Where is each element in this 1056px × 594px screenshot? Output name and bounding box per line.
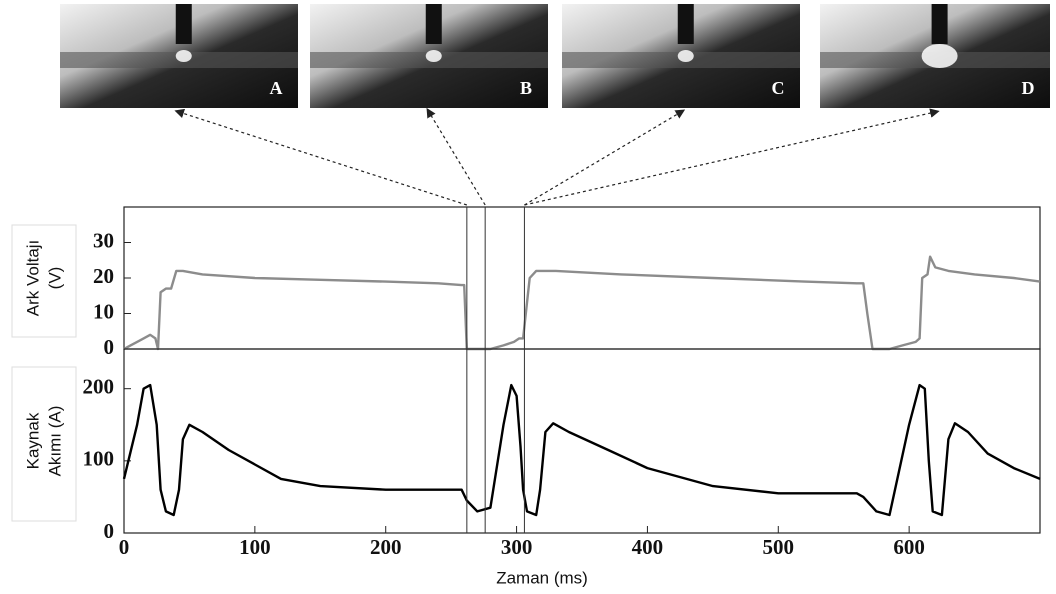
photo: B — [310, 4, 548, 108]
photo: A — [60, 4, 298, 108]
pointer-arrow — [524, 109, 686, 206]
y-axis-label: (V) — [45, 267, 64, 290]
y-axis-label: Ark Voltajı — [23, 240, 42, 317]
x-tick-label: 300 — [501, 535, 533, 559]
y-tick-label: 20 — [93, 264, 114, 288]
photo: C — [562, 4, 800, 108]
arc-glow — [921, 44, 958, 68]
arc-glow — [425, 50, 442, 62]
y-tick-label: 100 — [83, 447, 115, 471]
x-axis-label: Zaman (ms) — [496, 568, 588, 587]
photo-label: A — [270, 78, 283, 98]
x-tick-label: 200 — [370, 535, 402, 559]
ylabel-box — [11, 224, 77, 338]
y-tick-label: 30 — [93, 228, 114, 252]
x-tick-label: 0 — [119, 535, 130, 559]
x-tick-label: 100 — [239, 535, 271, 559]
data-line — [123, 255, 1041, 351]
data-line — [122, 383, 1041, 517]
ylabel-box — [11, 366, 77, 522]
x-tick-label: 600 — [893, 535, 925, 559]
y-axis-label: Kaynak — [23, 412, 42, 469]
photo-label: C — [772, 78, 785, 98]
y-tick-label: 10 — [93, 299, 114, 323]
photo: D — [820, 4, 1050, 108]
arc-glow — [677, 50, 694, 62]
y-tick-label: 0 — [104, 335, 115, 359]
electrode — [175, 4, 192, 44]
pointer-arrow — [426, 107, 486, 206]
y-tick-label: 0 — [104, 519, 115, 543]
photo-label: D — [1022, 78, 1035, 98]
plot-frame — [123, 348, 1041, 534]
electrode — [931, 4, 948, 44]
pointer-arrow — [174, 108, 468, 206]
pointer-arrow — [524, 108, 940, 206]
electrode — [677, 4, 694, 44]
photo-label: B — [520, 78, 532, 98]
x-tick-label: 400 — [632, 535, 664, 559]
y-tick-label: 200 — [83, 374, 115, 398]
y-axis-label: Akımı (A) — [45, 406, 64, 477]
x-tick-label: 500 — [763, 535, 795, 559]
arc-glow — [175, 50, 192, 62]
electrode — [425, 4, 442, 44]
